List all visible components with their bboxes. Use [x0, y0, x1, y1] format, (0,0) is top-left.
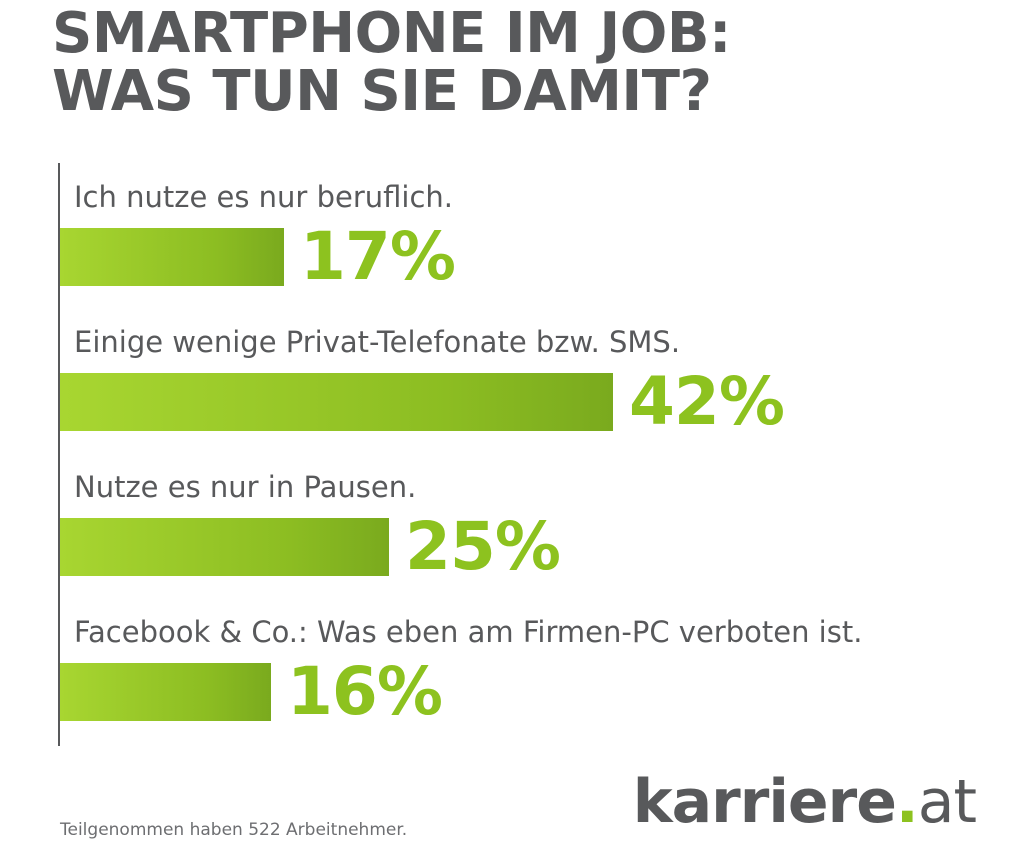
bar [60, 663, 271, 721]
bar [60, 518, 389, 576]
percent-label: 17% [300, 218, 456, 295]
brand-logo: karriere.at [633, 772, 977, 832]
bar [60, 228, 284, 286]
brand-dot: . [895, 767, 919, 837]
percent-label: 25% [405, 508, 561, 585]
percent-label: 16% [287, 653, 443, 730]
brand-tld: at [917, 767, 977, 837]
category-label: Ich nutze es nur beruflich. [74, 180, 453, 214]
category-label: Einige wenige Privat-Telefonate bzw. SMS… [74, 325, 681, 359]
chart-title-line-2: WAS TUN SIE DAMIT? [52, 59, 712, 124]
footnote: Teilgenommen haben 522 Arbeitnehmer. [60, 820, 408, 840]
axis-line [58, 163, 60, 746]
category-label: Nutze es nur in Pausen. [74, 470, 417, 504]
chart-title-line-1: SMARTPHONE IM JOB: [52, 1, 731, 66]
percent-label: 42% [629, 363, 785, 440]
bar [60, 373, 613, 431]
brand-name: karriere [632, 767, 897, 837]
category-label: Facebook & Co.: Was eben am Firmen-PC ve… [74, 615, 863, 649]
